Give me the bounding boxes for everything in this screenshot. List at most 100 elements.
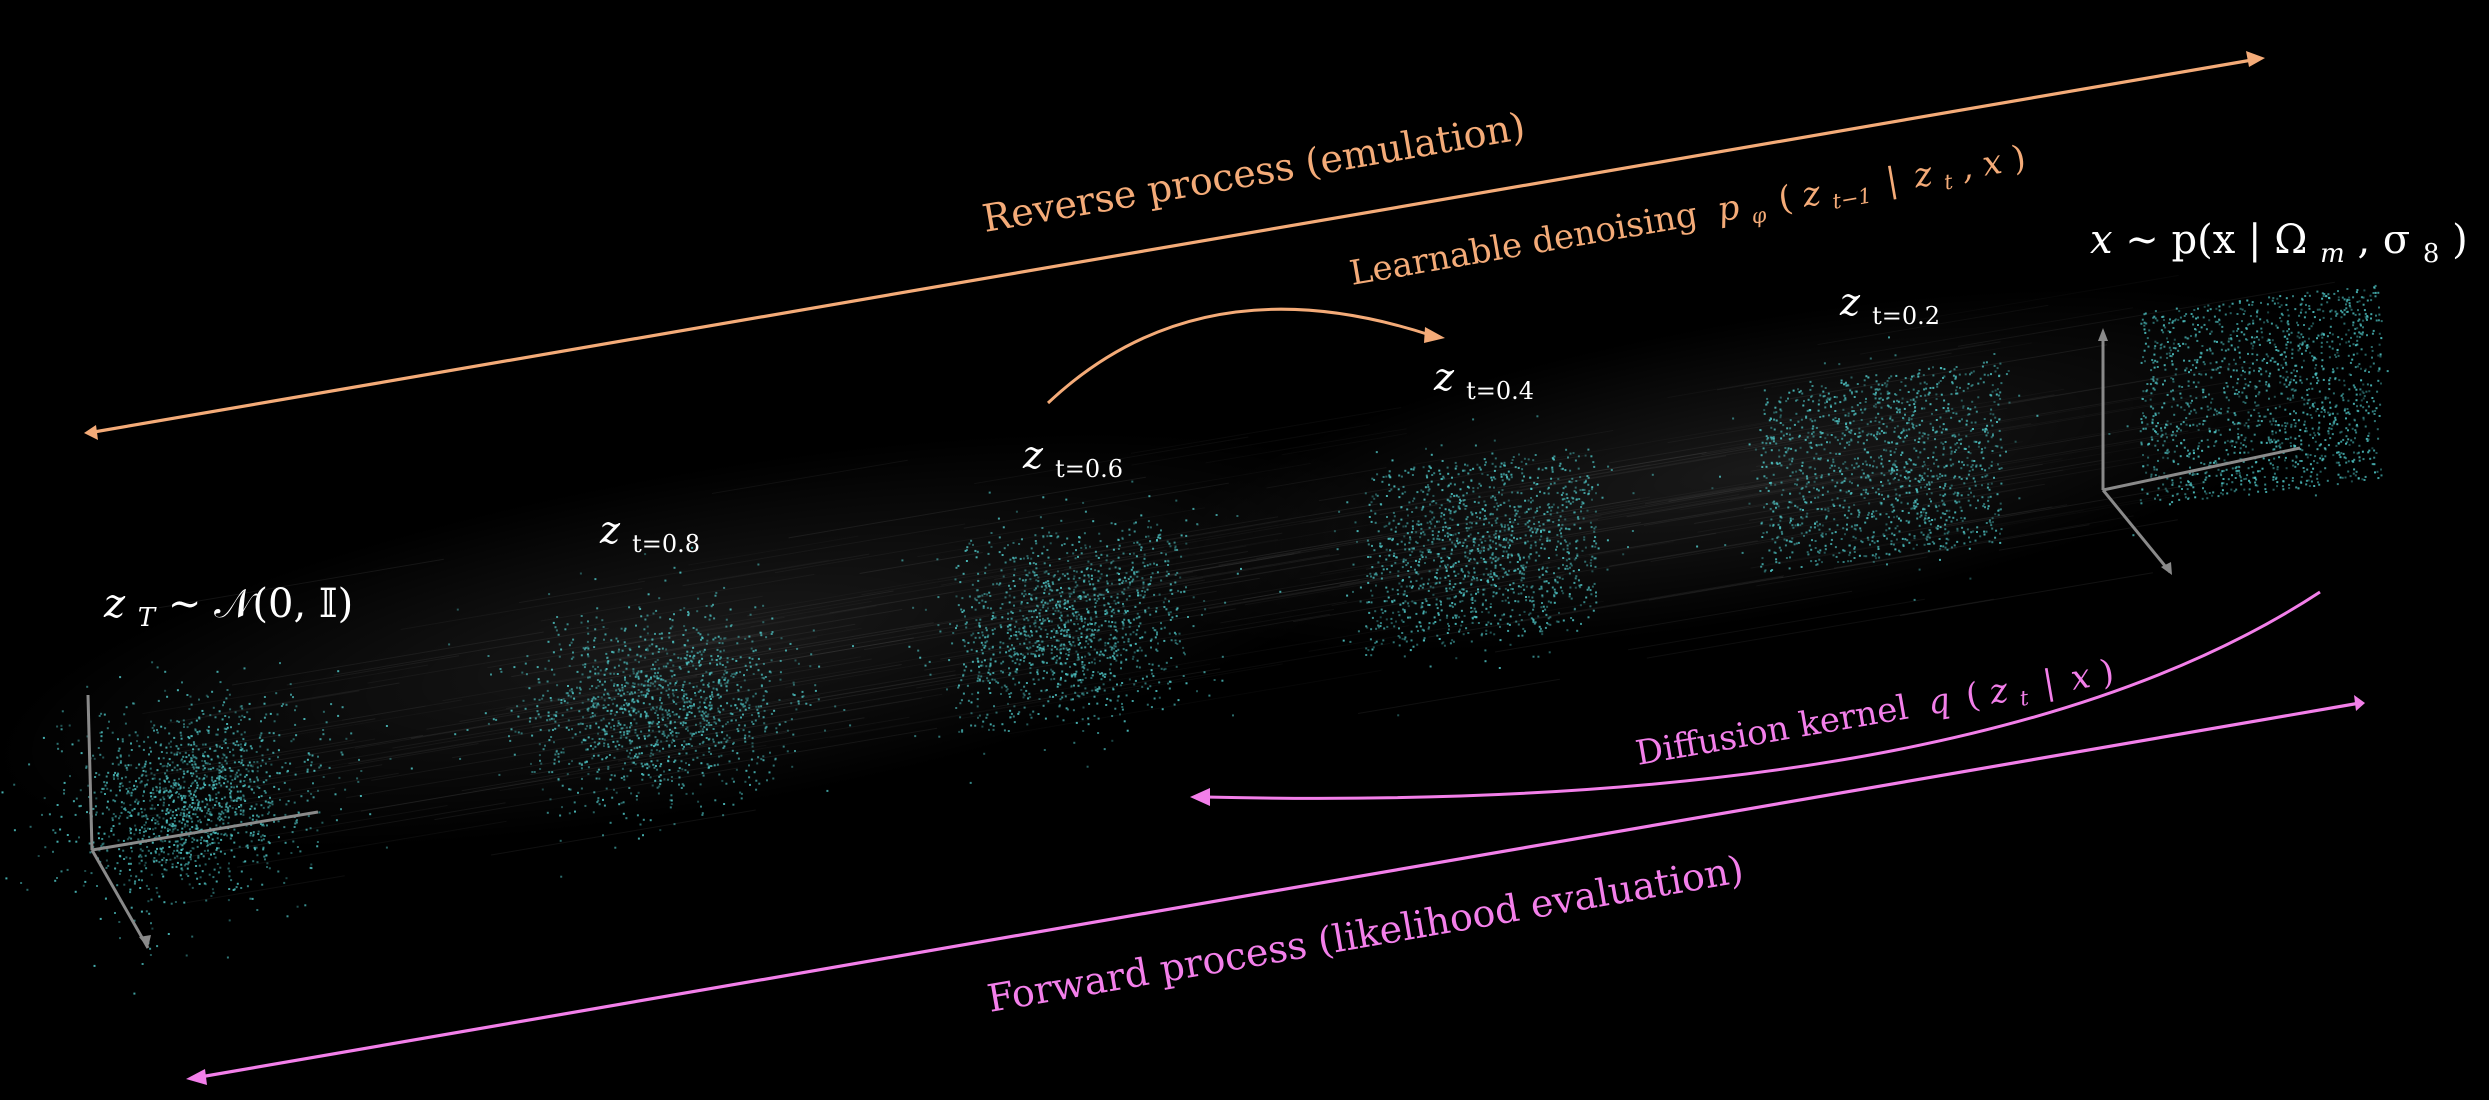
particle xyxy=(1027,648,1030,651)
particle xyxy=(248,761,251,764)
particle xyxy=(1061,591,1064,594)
particle xyxy=(704,706,707,709)
particle xyxy=(1140,546,1143,549)
particle xyxy=(1139,594,1142,597)
particle xyxy=(782,745,785,748)
particle xyxy=(718,697,721,700)
particle xyxy=(595,777,598,780)
particle xyxy=(93,964,96,967)
particle xyxy=(977,595,980,598)
particle xyxy=(1082,626,1085,629)
particle xyxy=(1610,469,1613,471)
trajectory-streak xyxy=(530,717,865,775)
particle xyxy=(1017,630,1020,633)
particle xyxy=(1591,486,1594,489)
particle xyxy=(997,681,1000,684)
particle xyxy=(682,698,685,701)
particle xyxy=(568,762,571,765)
particle xyxy=(548,593,551,596)
particle xyxy=(992,672,995,674)
particle xyxy=(744,664,747,667)
particle xyxy=(1029,671,1032,674)
particle xyxy=(1125,572,1128,575)
particle xyxy=(626,691,629,693)
particle xyxy=(1025,682,1028,684)
particle xyxy=(513,753,516,756)
particle xyxy=(1436,568,1439,571)
trajectory-streak xyxy=(1208,556,1513,610)
particle xyxy=(1568,480,1571,483)
particle xyxy=(277,870,280,873)
particle xyxy=(1159,533,1162,536)
particle xyxy=(264,762,267,765)
particle xyxy=(772,764,775,767)
particle xyxy=(1012,541,1015,544)
particle xyxy=(765,725,768,728)
particle xyxy=(597,726,600,729)
particle xyxy=(1573,558,1576,561)
particle xyxy=(579,688,582,691)
particle xyxy=(178,851,181,854)
particle xyxy=(1117,641,1120,644)
particle xyxy=(1103,604,1106,607)
particle xyxy=(212,891,215,894)
particle xyxy=(1056,715,1059,718)
particle xyxy=(187,820,189,823)
particle xyxy=(1003,684,1006,687)
particle xyxy=(971,583,974,586)
particle xyxy=(986,677,989,680)
particle xyxy=(669,669,672,672)
particle xyxy=(100,712,103,715)
particle xyxy=(701,814,704,816)
particle xyxy=(226,834,228,837)
particle xyxy=(303,718,306,720)
particle xyxy=(1129,633,1132,636)
particle xyxy=(198,716,201,719)
particle xyxy=(194,728,197,730)
particle xyxy=(695,667,698,670)
particle xyxy=(1159,537,1162,540)
particle xyxy=(607,662,609,665)
particle xyxy=(85,767,88,769)
particle xyxy=(1111,646,1114,649)
particle xyxy=(1472,487,1475,490)
particle xyxy=(1068,606,1071,608)
particle xyxy=(966,650,969,653)
particle xyxy=(949,623,952,626)
particle xyxy=(205,775,208,778)
particle xyxy=(1150,669,1153,672)
particle xyxy=(1156,650,1159,652)
particle xyxy=(141,837,144,840)
particle xyxy=(1489,603,1492,605)
particle xyxy=(1122,648,1125,651)
trajectory-streak xyxy=(1868,436,2204,494)
trajectory-streak xyxy=(708,559,830,582)
particle xyxy=(1036,671,1039,674)
particle xyxy=(1057,535,1060,538)
particle xyxy=(192,766,195,769)
particle xyxy=(608,754,611,756)
particle xyxy=(824,729,826,732)
particle xyxy=(537,681,540,684)
particle xyxy=(1023,657,1026,659)
particle xyxy=(268,757,271,760)
particle xyxy=(183,809,186,812)
particle xyxy=(258,787,261,789)
particle xyxy=(284,813,287,816)
particle xyxy=(536,710,539,713)
particle xyxy=(1147,520,1150,523)
particle xyxy=(600,696,603,699)
particle xyxy=(1023,706,1026,709)
particle xyxy=(129,827,131,830)
particle xyxy=(1177,699,1180,702)
particle xyxy=(1039,615,1041,618)
particle xyxy=(1153,697,1156,700)
particle xyxy=(568,788,571,791)
particle xyxy=(1090,574,1093,577)
particle xyxy=(723,803,726,805)
particle xyxy=(153,807,156,810)
particle xyxy=(609,709,612,712)
particle xyxy=(966,546,969,549)
trajectory-streak xyxy=(367,634,654,684)
particle xyxy=(554,720,557,723)
